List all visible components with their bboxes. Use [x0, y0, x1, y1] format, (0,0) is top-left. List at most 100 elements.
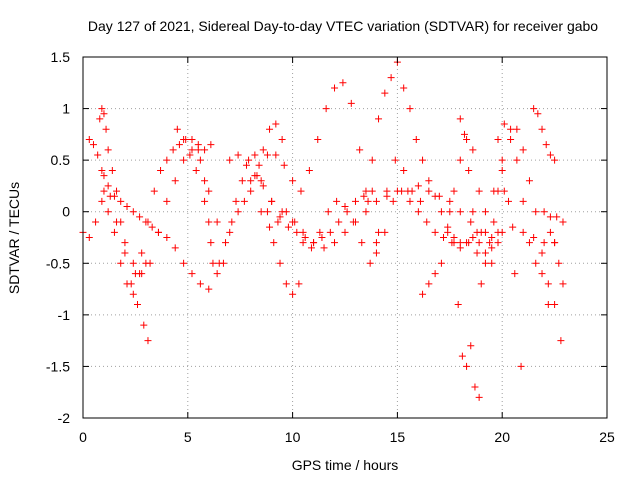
data-point — [196, 280, 204, 288]
data-point — [127, 280, 135, 288]
data-point — [163, 156, 171, 164]
data-point — [513, 125, 521, 133]
data-point — [431, 228, 439, 236]
data-point — [324, 208, 332, 216]
data-point — [398, 187, 406, 195]
data-point — [490, 218, 498, 226]
data-point — [467, 342, 475, 350]
data-point — [188, 270, 196, 278]
data-point — [295, 280, 303, 288]
data-point — [316, 228, 324, 236]
data-point — [215, 259, 223, 267]
vertical-gridlines — [187, 57, 503, 418]
data-point — [341, 203, 349, 211]
data-point — [481, 208, 489, 216]
data-point — [498, 156, 506, 164]
data-point — [207, 239, 215, 247]
data-point — [100, 187, 108, 195]
data-point — [257, 208, 265, 216]
data-point — [129, 259, 137, 267]
series-track-13 — [372, 166, 506, 257]
data-point — [375, 115, 383, 123]
data-point — [278, 136, 286, 144]
data-point — [100, 110, 108, 118]
y-tick-label: 0.5 — [51, 152, 71, 168]
data-point — [138, 270, 146, 278]
data-point — [471, 383, 479, 391]
y-tick-label: -1.5 — [46, 358, 70, 374]
data-point — [259, 182, 267, 190]
data-point — [272, 151, 280, 159]
data-point — [362, 208, 370, 216]
data-point — [228, 218, 236, 226]
data-point — [104, 146, 112, 154]
data-point — [194, 146, 202, 154]
data-point — [391, 156, 399, 164]
data-point — [460, 130, 468, 138]
data-point — [551, 156, 559, 164]
data-point — [517, 362, 525, 370]
series-track-16 — [456, 115, 525, 370]
data-point — [297, 187, 305, 195]
data-point — [96, 115, 104, 123]
data-point — [278, 208, 286, 216]
data-point — [201, 177, 209, 185]
data-point — [113, 218, 121, 226]
data-point — [488, 234, 496, 241]
data-point — [289, 177, 297, 185]
data-point — [425, 280, 433, 288]
data-point — [129, 290, 137, 298]
data-point — [263, 151, 271, 159]
data-point — [400, 166, 408, 174]
series-track-17 — [494, 120, 565, 345]
data-point — [412, 136, 420, 144]
data-point — [538, 249, 546, 257]
data-point — [188, 146, 196, 154]
data-point — [180, 136, 188, 144]
data-point — [507, 136, 515, 144]
data-point — [209, 259, 217, 267]
data-point — [425, 187, 433, 195]
x-tick-label: 10 — [285, 429, 301, 445]
data-point — [538, 125, 546, 133]
data-point — [494, 136, 502, 144]
y-tick-label: -2 — [58, 410, 71, 426]
data-point — [245, 156, 253, 164]
data-point — [98, 166, 106, 174]
data-point — [242, 161, 250, 169]
data-point — [136, 213, 144, 221]
data-point — [282, 280, 290, 288]
data-point — [310, 239, 318, 247]
data-point — [331, 84, 339, 92]
data-point — [532, 208, 540, 216]
data-point — [546, 213, 554, 221]
data-point — [341, 228, 349, 236]
data-point — [347, 99, 355, 107]
data-point — [255, 161, 263, 169]
data-point — [500, 120, 508, 128]
data-point — [542, 141, 550, 149]
data-point — [555, 259, 563, 267]
data-point — [89, 141, 97, 149]
data-point — [251, 172, 259, 180]
data-point — [381, 228, 389, 236]
data-point — [284, 223, 292, 231]
x-axis-label: GPS time / hours — [292, 457, 399, 473]
x-axis-ticks: 0 5 10 15 20 25 — [79, 57, 615, 445]
data-point — [180, 259, 188, 267]
data-point — [440, 234, 448, 241]
data-point — [299, 228, 307, 236]
data-point — [454, 301, 462, 309]
data-point — [140, 321, 148, 329]
data-point — [205, 285, 213, 293]
data-point — [540, 239, 548, 247]
data-point — [469, 208, 477, 216]
data-point — [419, 290, 427, 298]
data-point — [477, 280, 485, 288]
y-axis-ticks: -2 -1.5 -1 -0.5 0 0.5 1 1.5 — [46, 49, 607, 426]
data-point — [157, 166, 165, 174]
data-point — [110, 228, 118, 236]
data-point — [314, 136, 322, 144]
data-point — [213, 218, 221, 226]
data-point — [276, 213, 284, 221]
